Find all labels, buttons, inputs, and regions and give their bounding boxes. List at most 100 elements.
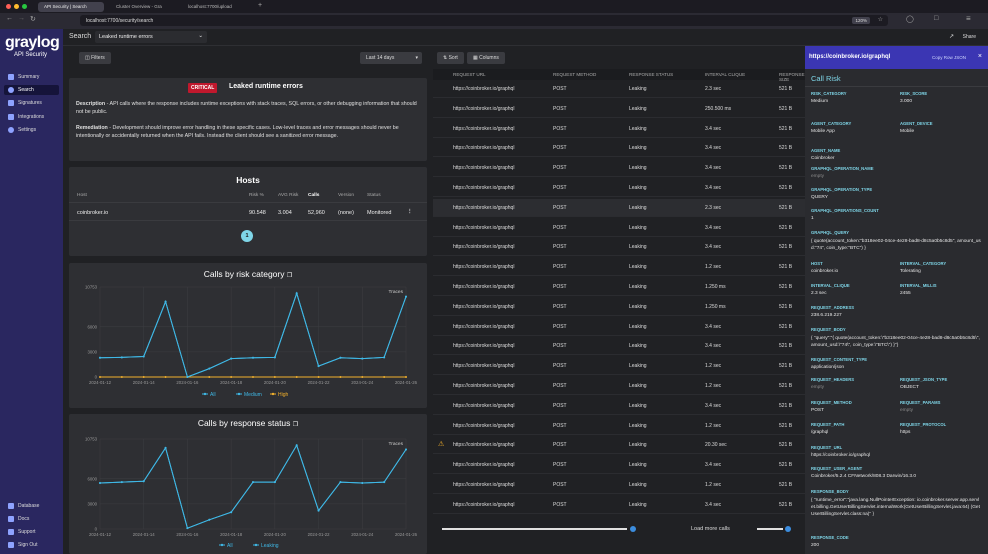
table-row[interactable]: https://coinbroker.io/graphql POST Leaking… [433,318,805,336]
sidebar-item-label: Sign Out [18,542,38,548]
browser-tab-api-security[interactable]: API Security | Search [38,2,104,12]
browser-tab-upload[interactable]: localhost:7700/upload [188,4,232,9]
menu-icon[interactable]: ≡ [966,14,971,23]
table-row[interactable]: coinbroker.io 90.548 3.004 52,960 (none)… [69,205,427,221]
pagination-page[interactable]: 1 [241,230,253,242]
table-row[interactable]: https://coinbroker.io/graphql POST Leaking… [433,337,805,356]
copy-icon[interactable]: ❐ [292,422,299,428]
row-url: https://coinbroker.io/graphql [453,86,515,92]
sort-button[interactable]: ⇅ Sort [437,52,464,64]
sidebar-item-summary[interactable]: Summary [4,72,59,82]
extensions-icon[interactable]: □ [934,15,939,22]
col-request-url[interactable]: REQUEST URL [453,72,486,77]
chart-title-text: Calls by response status [197,418,291,428]
sidebar-item-label: Database [18,503,40,509]
browser-tab-cluster[interactable]: Cluster Overview - Gra [116,4,162,9]
sidebar-item-signout[interactable]: Sign Out [4,540,59,550]
table-row[interactable]: https://coinbroker.io/graphql POST Leaking… [433,179,805,197]
host-name[interactable]: coinbroker.io [77,210,109,216]
row-url: https://coinbroker.io/graphql [453,323,515,330]
col-risk[interactable]: Risk % [249,193,264,198]
columns-button[interactable]: ▦ Columns [467,52,505,64]
table-row[interactable]: https://coinbroker.io/graphql POST Leaking… [433,100,805,118]
scroll-thumb-left[interactable] [630,526,636,532]
col-avg-risk[interactable]: AVG Risk [278,193,299,198]
sidebar-item-docs[interactable]: Docs [4,514,59,524]
col-response-status[interactable]: RESPONSE STATUS [629,72,674,77]
drawer-title: Call Risk [811,74,841,83]
table-row[interactable]: https://coinbroker.io/graphql POST Leaking… [433,298,805,316]
table-row[interactable]: https://coinbroker.io/graphql POST Leaking… [433,357,805,376]
sidebar-item-database[interactable]: Database [4,501,59,511]
table-row[interactable]: https://coinbroker.io/graphql POST Leaking… [433,258,805,277]
share-button[interactable]: Share [962,34,976,40]
data-point [273,481,276,484]
col-response-size[interactable]: RESPONSE SIZE [779,72,805,82]
close-window-icon[interactable] [6,4,11,9]
sidebar-item-settings[interactable]: Settings [4,125,59,135]
sidebar-item-support[interactable]: Support [4,527,59,537]
table-row[interactable]: https://coinbroker.io/graphql POST Leaking… [433,456,805,475]
col-request-method[interactable]: REQUEST METHOD [553,72,597,77]
col-interval-clique[interactable]: INTERVAL CLIQUE [705,72,746,77]
filters-button[interactable]: ◫ Filters [79,52,111,64]
copy-row-json-button[interactable]: Copy Row JSON [931,55,966,60]
scroll-thumb-right[interactable] [785,526,791,532]
more-options-icon[interactable]: ⋮ [407,209,413,215]
row-url: https://coinbroker.io/graphql [453,383,515,389]
data-point [142,376,145,378]
field-label-interval-category: INTERVAL_CATEGORY [900,261,947,266]
data-point [99,376,101,378]
traces-label: Traces [389,289,404,295]
col-version[interactable]: Version [338,193,354,198]
new-tab-icon[interactable]: + [258,2,263,9]
load-more-button[interactable]: Load more calls [691,526,730,532]
table-row[interactable]: https://coinbroker.io/graphql POST Leaking… [433,476,805,494]
table-row[interactable]: https://coinbroker.io/graphql POST Leaking… [433,219,805,237]
col-status[interactable]: Status [367,193,381,198]
field-value-request-params: empty [900,408,914,413]
row-status: Leaking [629,145,647,152]
row-size: 521 B [779,343,793,350]
col-calls[interactable]: Calls [308,193,320,198]
sidebar-item-search[interactable]: Search [4,85,59,95]
sidebar-item-signatures[interactable]: Signatures [4,98,59,108]
sidebar-item-integrations[interactable]: Integrations [4,112,59,122]
table-row[interactable]: https://coinbroker.io/graphql POST Leaking… [433,120,805,138]
traces-label: Traces [389,441,404,447]
bookmark-star-icon[interactable]: ☆ [877,17,883,23]
maximize-window-icon[interactable] [22,4,27,9]
table-row[interactable]: https://coinbroker.io/graphql POST Leaking… [433,278,805,296]
minimize-window-icon[interactable] [14,4,19,9]
divider [805,86,988,87]
host-status: Monitored [367,210,392,216]
risk-category-chart-panel: Calls by risk category ❐ 10753 6000 3000 0 2… [69,263,427,408]
shield-icon[interactable]: ◯ [906,16,914,23]
zoom-level[interactable]: 120% [852,17,870,24]
remediation-label: Remediation [76,125,108,131]
data-point [99,481,101,484]
table-row[interactable]: https://coinbroker.io/graphql POST Leaking… [433,198,805,217]
time-range-select[interactable]: Last 14 days ▾ [360,52,422,64]
series-line-medium [99,291,407,378]
table-row[interactable]: https://coinbroker.io/graphql POST Leaking… [433,397,805,415]
col-host[interactable]: Host [77,193,87,198]
table-row[interactable]: https://coinbroker.io/graphql POST Leaking… [433,496,805,514]
table-row[interactable]: https://coinbroker.io/graphql POST Leaking… [433,238,805,257]
table-row[interactable]: https://coinbroker.io/graphql POST Leaking… [433,159,805,178]
forward-icon[interactable]: → [18,15,25,22]
copy-icon[interactable]: ❐ [286,273,293,279]
address-bar[interactable]: localhost:7700/security/search 120% ☆ [80,15,888,26]
table-row[interactable]: https://coinbroker.io/graphql POST Leaking… [433,417,805,435]
search-select[interactable]: Leaked runtime errors ⌄ [95,31,207,43]
row-status: Leaking [629,105,647,112]
table-row[interactable]: https://coinbroker.io/graphql POST Leaking… [433,139,805,158]
field-label-request-url: REQUEST_URL [811,445,843,450]
close-icon[interactable]: × [977,53,982,60]
table-row[interactable]: https://coinbroker.io/graphql POST Leaking… [433,436,805,455]
table-row[interactable]: https://coinbroker.io/graphql POST Leaking… [433,377,805,395]
table-row[interactable]: https://coinbroker.io/graphql POST Leaking… [433,80,805,98]
back-icon[interactable]: ← [6,15,13,22]
issue-panel: CRITICAL Leaked runtime errors Descripti… [69,78,427,161]
reload-icon[interactable]: ↻ [30,16,36,23]
